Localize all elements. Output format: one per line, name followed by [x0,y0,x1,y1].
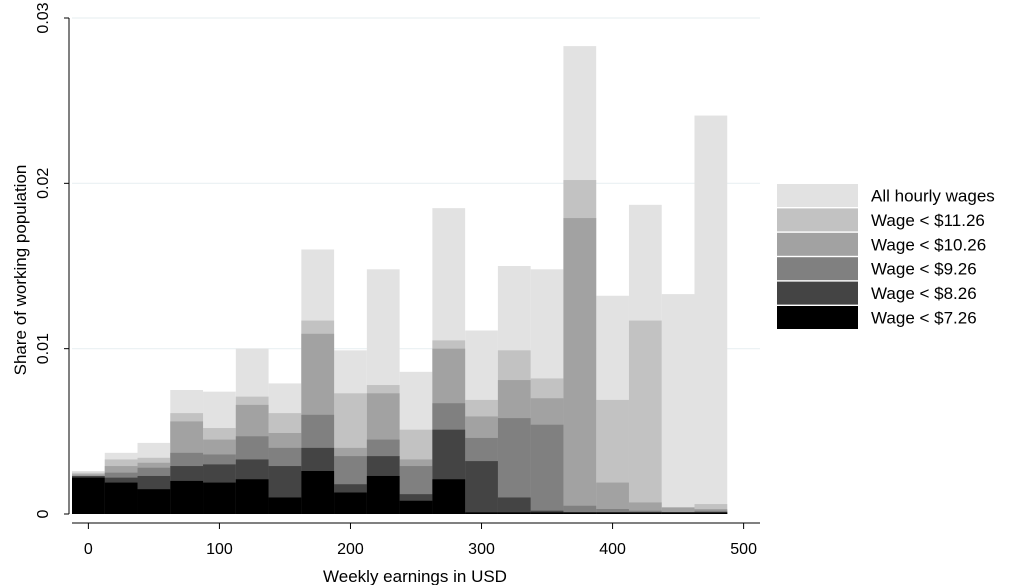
bar-s2-b17 [628,502,662,514]
legend-label-0: All hourly wages [871,187,995,206]
bar-s5-b17 [628,512,662,514]
legend-swatch-3 [777,257,858,281]
x-tick-label-0: 0 [84,541,93,558]
bar-s2-b16 [596,482,629,514]
legend-swatch-1 [777,208,858,232]
bar-s5-b4 [203,482,236,514]
bar-s5-b18 [661,512,695,514]
x-axis-title: Weekly earnings in USD [323,567,507,585]
bar-s5-b6 [268,497,302,514]
bar-s5-b12 [465,512,498,514]
bar-s5-b11 [432,479,466,514]
bar-s3-b14 [530,424,564,514]
bar-s5-b3 [170,480,204,514]
legend: All hourly wages Wage < $11.26 Wage < $10.… [777,184,995,329]
bar-s4-b13 [497,497,531,514]
legend-label-3: Wage < $9.26 [871,260,977,279]
bar-s2-b15 [563,218,597,514]
y-tick-label-3: 0.03 [35,2,52,33]
bar-s5-b7 [301,471,335,514]
x-tick-label-2: 200 [337,541,364,558]
legend-swatch-5 [777,306,858,329]
bar-s5-b19 [694,512,728,514]
bar-s1-b17 [628,320,662,514]
bar-s5-b2 [137,489,171,514]
x-tick-label-5: 500 [730,541,757,558]
bar-s0-b18 [661,294,695,514]
bar-s5-b1 [104,482,138,514]
bar-s5-b9 [366,475,400,514]
bars [72,46,728,515]
bar-s5-b15 [563,512,597,514]
bar-s2-b18 [661,507,695,514]
bar-s5-b8 [334,492,367,514]
y-axis-title: Share of working population [11,165,30,376]
bar-s5-b5 [235,479,269,514]
x-tick-label-1: 100 [206,541,233,558]
legend-label-4: Wage < $8.26 [871,284,977,303]
y-tick-label-2: 0.02 [35,168,52,199]
bar-s5-b14 [530,512,564,514]
y-tick-label-0: 0 [35,509,52,518]
legend-label-2: Wage < $10.26 [871,235,986,254]
legend-label-1: Wage < $11.26 [871,211,985,230]
bar-s5-b13 [497,512,531,514]
bar-s1-b19 [694,504,728,514]
legend-label-5: Wage < $7.26 [871,309,977,328]
bar-s4-b12 [465,461,498,514]
bar-s0-b19 [694,115,728,515]
x-tick-label-3: 300 [468,541,495,558]
legend-swatch-4 [777,281,858,305]
bar-s5-b0 [72,477,105,514]
y-tick-label-1: 0.01 [35,333,52,364]
legend-swatch-2 [777,232,858,256]
axes: 0 0.01 0.02 0.03 0 100 200 300 400 500 [35,2,760,558]
bar-s5-b16 [596,512,629,514]
legend-swatch-0 [777,184,858,207]
x-tick-label-4: 400 [599,541,626,558]
bar-s3-b16 [596,509,629,514]
bar-s3-b15 [563,505,597,514]
bar-s5-b10 [399,500,433,514]
